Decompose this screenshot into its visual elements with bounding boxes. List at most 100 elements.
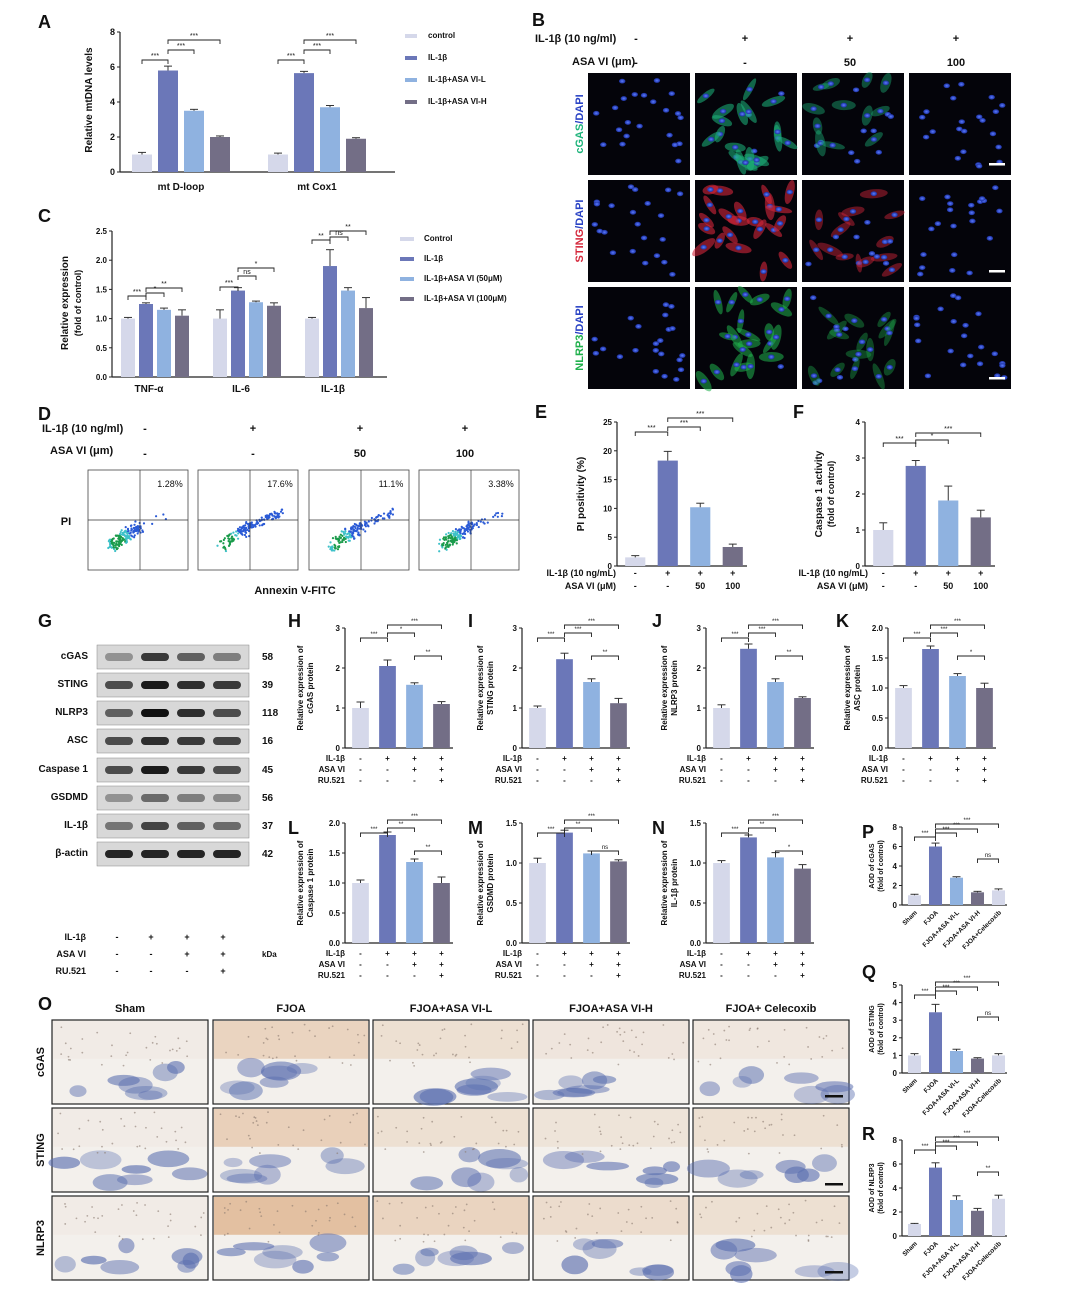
- chondrocyte: [135, 1214, 138, 1217]
- panelC-sig-label: **: [345, 224, 351, 231]
- panelM-sig-bracket: [564, 827, 592, 832]
- cell-nucleus: [833, 324, 840, 330]
- chondrocyte: [59, 1112, 62, 1115]
- panelJ-row-value: -: [720, 765, 723, 774]
- panelI-sig-label: ***: [547, 632, 555, 638]
- chondrocyte: [111, 1142, 114, 1145]
- panelI-sig-bracket: [564, 624, 619, 629]
- chondrocyte: [468, 1230, 470, 1233]
- panelM-sig-label: ***: [588, 814, 596, 820]
- panelC-bar: [213, 318, 227, 377]
- panelN-bar: [713, 863, 730, 943]
- flow-event: [127, 529, 130, 533]
- cell-nucleus: [929, 129, 936, 135]
- panelN-sig-label: ***: [772, 814, 780, 820]
- panelL-ytick-label: 0.0: [329, 939, 341, 948]
- panelP-bar: [970, 892, 985, 905]
- cell-nucleus: [620, 96, 627, 101]
- flow-event: [352, 537, 356, 540]
- chondrocyte: [623, 1031, 626, 1034]
- chondrocyte: [699, 1125, 701, 1128]
- chondrocyte: [743, 1130, 746, 1132]
- flow-event: [479, 520, 482, 523]
- panelH-sig-bracket: [360, 637, 388, 642]
- chondrocyte: [262, 1042, 265, 1044]
- panelQ-sig-bracket: [914, 994, 936, 999]
- chondrocyte: [363, 1034, 366, 1037]
- cell-nucleus: [700, 244, 707, 250]
- chondrocyte: [469, 1061, 471, 1064]
- panelQ-sig-bracket: [935, 986, 978, 991]
- chondrocyte: [778, 1152, 781, 1154]
- wb-band: [141, 681, 169, 689]
- chondrocyte: [494, 1121, 497, 1124]
- chondrocyte: [145, 1046, 148, 1049]
- panelL-bar: [352, 883, 369, 943]
- chondrocyte: [247, 1134, 250, 1137]
- chondrocyte: [510, 1047, 513, 1050]
- chondrocyte: [517, 1130, 520, 1133]
- flow-event: [136, 532, 139, 535]
- cell-nucleus: [863, 77, 871, 83]
- flow-event: [364, 530, 367, 533]
- panelI-sig-label: **: [603, 650, 608, 656]
- flow-event: [121, 533, 124, 536]
- panelI-sig-bracket: [564, 632, 592, 637]
- chondrocyte: [593, 1113, 596, 1116]
- chondrocyte: [468, 1056, 470, 1059]
- panelC-sig-bracket: [237, 267, 275, 272]
- panelI-row-value: +: [562, 754, 567, 763]
- cell-nucleus: [640, 92, 648, 98]
- panelF-bar: [905, 465, 926, 566]
- cell-nucleus: [835, 332, 843, 338]
- panelN-bar: [794, 868, 811, 943]
- panelI-ytick-label: 3: [513, 624, 518, 633]
- flow-event: [496, 515, 499, 518]
- chondrocyte: [291, 1204, 294, 1207]
- ihc-image: [532, 1107, 690, 1193]
- wb-band: [105, 709, 133, 717]
- bone-marrow-region: [124, 1085, 168, 1101]
- chondrocyte: [412, 1061, 414, 1064]
- cell-nucleus: [591, 336, 598, 342]
- panelA-sig-bracket: [277, 59, 305, 64]
- chondrocyte: [357, 1033, 359, 1036]
- chondrocyte: [575, 1227, 578, 1230]
- cell-nucleus: [664, 187, 672, 193]
- chondrocyte: [273, 1223, 275, 1226]
- panelM-row-value: +: [589, 949, 594, 958]
- chondrocyte: [453, 1135, 456, 1138]
- bone-marrow-region: [642, 1264, 675, 1281]
- flow-event: [501, 512, 504, 515]
- panelC-legend-label: IL-1β+ASA VI (50μM): [424, 274, 502, 283]
- chondrocyte: [64, 1042, 67, 1045]
- panelC-sig-bracket: [311, 239, 331, 244]
- wb-band: [213, 653, 241, 661]
- panelH-row-value: -: [359, 776, 362, 785]
- panelJ-row-value: +: [800, 754, 805, 763]
- panelN-row-value: +: [773, 960, 778, 969]
- panelE-sig-bracket: [667, 426, 701, 431]
- chondrocyte: [134, 1125, 137, 1128]
- bone-marrow-region: [260, 1061, 302, 1081]
- panelF-row1-value: +: [913, 568, 918, 578]
- chondrocyte: [777, 1208, 780, 1211]
- flow-event: [454, 527, 458, 531]
- flow-event: [366, 524, 369, 527]
- panelA-legend-label: IL-1β+ASA VI-L: [428, 75, 486, 84]
- flow-event: [119, 533, 123, 536]
- flow-event: [461, 536, 465, 539]
- chondrocyte: [640, 1205, 643, 1208]
- chondrocyte: [388, 1202, 391, 1205]
- cell-nucleus: [609, 250, 617, 256]
- chondrocyte: [515, 1232, 518, 1235]
- cell-nucleus: [661, 259, 668, 265]
- flow-event: [222, 542, 225, 545]
- bone-marrow-region: [392, 1263, 415, 1275]
- chondrocyte: [87, 1119, 90, 1122]
- panelK-row-label: ASA VI: [862, 765, 888, 774]
- chondrocyte: [389, 1059, 391, 1062]
- panelC-sig-label: **: [161, 281, 167, 288]
- bone-marrow-region: [259, 1076, 289, 1088]
- panelM-row-value: +: [589, 960, 594, 969]
